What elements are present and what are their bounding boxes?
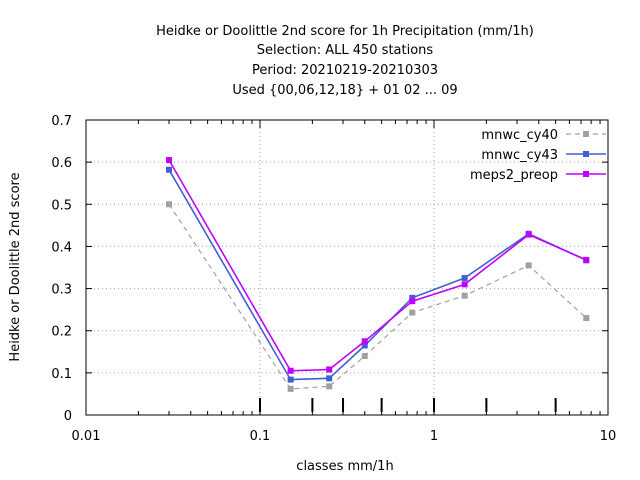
- legend-label: mnwc_cy43: [481, 148, 558, 163]
- grid: [86, 120, 608, 415]
- y-tick-label: 0.4: [51, 240, 72, 255]
- legend: mnwc_cy40 mnwc_cy43 meps2_preop: [470, 128, 606, 183]
- data-point: [361, 338, 368, 345]
- title-line-1: Heidke or Doolittle 2nd score for 1h Pre…: [156, 24, 534, 39]
- legend-marker: [583, 131, 589, 137]
- y-tick-label: 0.5: [51, 198, 72, 213]
- series-lines: [166, 157, 590, 392]
- y-tick-label: 0.1: [51, 367, 72, 382]
- data-point: [409, 298, 416, 305]
- data-point: [583, 315, 590, 322]
- y-tick-label: 0: [64, 409, 72, 424]
- data-point: [287, 385, 294, 392]
- y-tick-label: 0.2: [51, 325, 72, 340]
- data-point: [583, 256, 590, 263]
- legend-marker: [583, 171, 589, 177]
- data-point: [287, 367, 294, 374]
- y-axis-label: Heidke or Doolittle 2nd score: [8, 172, 23, 361]
- legend-label: mnwc_cy40: [481, 128, 558, 143]
- series-mnwc_cy43: [166, 166, 590, 383]
- legend-label: meps2_preop: [470, 168, 558, 183]
- data-point: [287, 376, 294, 383]
- chart-title: Heidke or Doolittle 2nd score for 1h Pre…: [156, 24, 534, 98]
- series-mnwc_cy40: [166, 201, 590, 392]
- x-tick-label: 10: [600, 429, 617, 444]
- legend-marker: [583, 151, 589, 157]
- class-boundary-marks: [259, 398, 557, 412]
- data-point: [461, 292, 468, 299]
- x-tick-labels: 0.01 0.1 1 10: [72, 429, 617, 444]
- data-point: [409, 309, 416, 316]
- title-line-3: Period: 20210219-20210303: [252, 63, 438, 78]
- y-tick-label: 0.3: [51, 283, 72, 298]
- data-point: [166, 166, 173, 173]
- data-point: [525, 231, 532, 238]
- data-point: [326, 383, 333, 390]
- data-point: [166, 157, 173, 164]
- data-point: [166, 201, 173, 208]
- data-point: [361, 353, 368, 359]
- data-point: [461, 275, 468, 282]
- data-point: [525, 262, 532, 269]
- series-meps2_preop: [166, 157, 590, 374]
- y-tick-label: 0.6: [51, 156, 72, 171]
- series-line: [168, 159, 587, 372]
- x-tick-label: 1: [430, 429, 438, 444]
- data-point: [409, 294, 416, 301]
- plot-frame: [85, 119, 609, 416]
- data-point: [326, 366, 333, 373]
- title-line-2: Selection: ALL 450 stations: [257, 43, 434, 58]
- data-point: [461, 281, 468, 288]
- data-point: [326, 375, 333, 382]
- series-line: [168, 169, 587, 381]
- title-line-4: Used {00,06,12,18} + 01 02 ... 09: [232, 83, 457, 98]
- y-tick-label: 0.7: [51, 114, 72, 129]
- x-tick-label: 0.01: [72, 429, 101, 444]
- y-tick-labels: 0 0.1 0.2 0.3 0.4 0.5 0.6 0.7: [51, 114, 72, 424]
- data-point: [361, 342, 368, 349]
- x-axis-label: classes mm/1h: [296, 459, 393, 474]
- series-line: [168, 203, 587, 390]
- x-tick-label: 0.1: [250, 429, 271, 444]
